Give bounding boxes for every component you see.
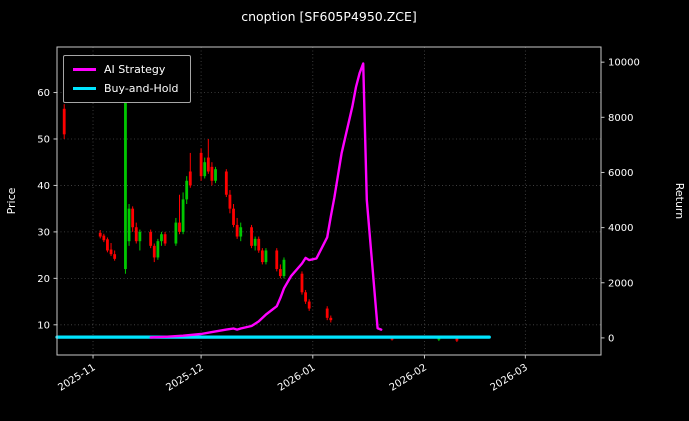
price-tick-label: 60 xyxy=(37,88,50,99)
y-left-axis-label: Price xyxy=(5,187,18,214)
candlesticks xyxy=(62,66,459,342)
return-tick-label: 10000 xyxy=(608,58,640,69)
return-tick-label: 6000 xyxy=(608,168,633,179)
legend-label-ai-strategy: AI Strategy xyxy=(104,63,166,76)
price-tick-label: 50 xyxy=(37,134,50,145)
legend-item-buy-and-hold: Buy-and-Hold xyxy=(73,82,179,95)
return-tick-label: 0 xyxy=(608,333,614,344)
plot-border xyxy=(56,46,602,356)
date-tick-label: 2026-02 xyxy=(388,362,429,393)
legend: AI Strategy Buy-and-Hold xyxy=(63,55,191,103)
date-tick-label: 2026-03 xyxy=(489,362,530,393)
axis-ticks xyxy=(53,61,605,359)
return-tick-label: 2000 xyxy=(608,278,633,289)
chart-title: cnoption [SF605P4950.ZCE] xyxy=(241,9,417,24)
legend-label-buy-and-hold: Buy-and-Hold xyxy=(104,82,179,95)
date-tick-label: 2025-11 xyxy=(56,362,97,393)
axis-labels: Price Return xyxy=(5,183,686,220)
price-tick-label: 40 xyxy=(37,181,50,192)
ai-strategy-line-swatch xyxy=(73,68,96,71)
date-tick-label: 2025-12 xyxy=(164,362,205,393)
return-tick-label: 4000 xyxy=(608,223,633,234)
return-tick-label: 8000 xyxy=(608,113,633,124)
date-tick-label: 2026-01 xyxy=(276,362,317,393)
series-line-ai-strategy xyxy=(149,62,383,339)
buy-and-hold-line-swatch xyxy=(73,87,96,90)
y-right-axis-label: Return xyxy=(673,183,686,220)
legend-item-ai-strategy: AI Strategy xyxy=(73,63,179,76)
price-tick-label: 10 xyxy=(37,320,50,331)
grid-lines xyxy=(57,47,601,355)
axis-tick-labels: 10 20 30 40 50 60 0 2000 4000 6000 8000 10000 2025-1… xyxy=(37,58,640,394)
price-tick-label: 30 xyxy=(37,227,50,238)
price-tick-label: 20 xyxy=(37,274,50,285)
